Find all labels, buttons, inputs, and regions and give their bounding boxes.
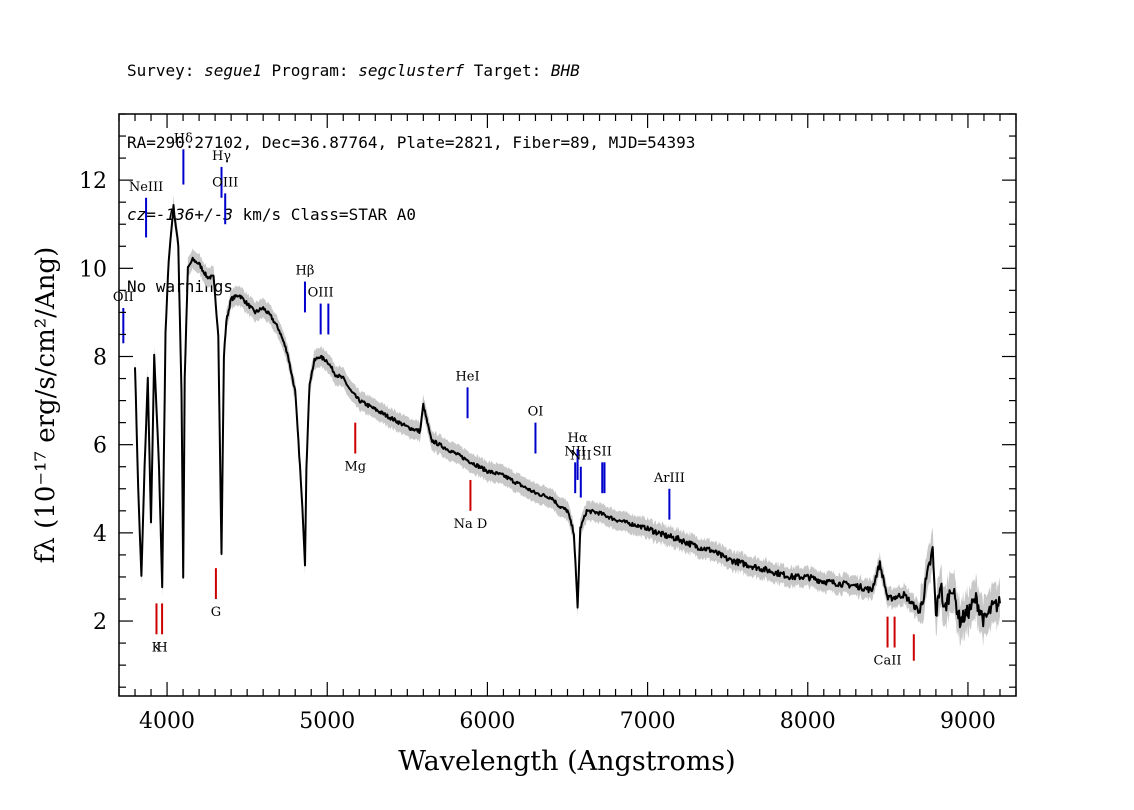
line-label: Hα — [568, 431, 588, 446]
line-label: OIII — [308, 286, 334, 301]
y-tick-label: 2 — [93, 610, 107, 635]
y-tick-label: 8 — [93, 346, 107, 371]
line-label: K — [152, 640, 162, 655]
line-label: H — [156, 640, 167, 655]
line-label: Hβ — [296, 264, 315, 279]
line-label: Mg — [344, 460, 366, 475]
header-line-warnings: No warnings. — [127, 277, 243, 296]
line-label: HeI — [455, 369, 479, 384]
axis-ticks: 4000 5000 6000 7000 8000 9000 2 4 6 8 10 12 — [79, 113, 1017, 734]
error-band-area — [135, 195, 1000, 648]
line-label: NII — [570, 449, 592, 464]
target-label: Target: — [464, 61, 551, 80]
x-tick-label: 6000 — [459, 709, 515, 734]
x-tick-label: 7000 — [620, 709, 676, 734]
line-label: CaII — [874, 654, 902, 669]
program-label: Program: — [261, 61, 359, 80]
spectrum-header: Survey: segue1 Program: segclusterf Targ… — [127, 11, 695, 323]
error-band — [135, 195, 1000, 648]
line-label: Hγ — [212, 149, 231, 164]
line-label: OII — [113, 290, 134, 305]
line-label: OI — [528, 405, 544, 420]
flux-series — [134, 204, 1001, 629]
line-label: SII — [593, 444, 612, 459]
line-label: NII — [564, 444, 586, 459]
survey-label: Survey: — [127, 61, 205, 80]
header-line-coordinates: RA=290.27102, Dec=36.87764, Plate=2821, … — [127, 133, 696, 152]
line-label: OIII — [212, 175, 238, 190]
line-label: NeIII — [129, 180, 163, 195]
flux-line — [134, 204, 1001, 629]
x-tick-label: 8000 — [780, 709, 836, 734]
cz-value: cz=-136+/-3 — [127, 205, 233, 224]
x-tick-label: 9000 — [940, 709, 996, 734]
header-line-redshift: cz=-136+/-3 km/s Class=STAR A0 — [127, 203, 695, 227]
x-tick-label: 5000 — [299, 709, 355, 734]
target-value: BHB — [550, 61, 580, 80]
line-label: Na D — [454, 517, 488, 532]
header-line-survey: Survey: segue1 Program: segclusterf Targ… — [127, 59, 695, 83]
line-label: ArIII — [653, 471, 685, 486]
plot-frame — [118, 113, 1017, 697]
x-axis-label: Wavelength (Angstroms) — [398, 746, 735, 777]
class-text: km/s Class=STAR A0 — [232, 205, 416, 224]
y-tick-label: 10 — [79, 257, 107, 282]
y-tick-label: 6 — [93, 434, 107, 459]
y-axis-label: fλ (10⁻¹⁷ erg/s/cm²/Ang) — [31, 247, 61, 563]
line-label: Hδ — [174, 131, 193, 146]
y-tick-label: 4 — [93, 522, 107, 547]
y-tick-label: 12 — [79, 169, 107, 194]
x-tick-label: 4000 — [139, 709, 195, 734]
program-value: segclusterf — [358, 61, 465, 80]
survey-value: segue1 — [204, 61, 262, 80]
line-label: G — [211, 605, 221, 620]
